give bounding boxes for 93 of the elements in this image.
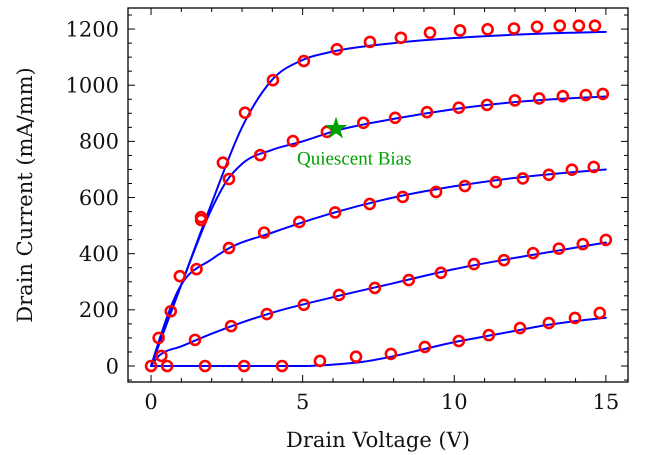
point: [222, 242, 236, 254]
point: [254, 148, 266, 162]
point: [238, 106, 252, 120]
point: [452, 101, 466, 114]
point: [332, 288, 346, 302]
point: [490, 176, 502, 188]
point: [588, 19, 602, 32]
point: [452, 334, 466, 348]
point: [164, 304, 178, 318]
point: [480, 98, 494, 112]
point: [286, 134, 300, 148]
point: [222, 172, 236, 186]
point: [566, 163, 578, 176]
point: [188, 334, 202, 346]
point: [224, 320, 238, 332]
y-tick-label: 1000: [66, 74, 119, 98]
y-tick-label: 200: [78, 298, 119, 322]
point: [152, 332, 165, 344]
point: [508, 94, 522, 107]
y-axis-title: Drain Current (mA/mm): [13, 67, 37, 323]
point: [388, 111, 402, 124]
point: [364, 36, 376, 48]
point: [552, 242, 566, 255]
point: [498, 254, 510, 266]
point: [594, 306, 606, 320]
point: [324, 116, 348, 138]
point: [320, 126, 334, 138]
point: [526, 246, 540, 260]
point: [434, 266, 448, 280]
point: [160, 360, 174, 372]
point: [481, 23, 494, 36]
point: [190, 262, 203, 276]
point: [508, 22, 520, 35]
point: [266, 74, 280, 86]
y-tick-label: 800: [78, 130, 119, 154]
point: [458, 180, 472, 192]
point: [194, 210, 208, 224]
point: [314, 354, 326, 368]
point: [468, 258, 480, 270]
point: [530, 20, 544, 34]
point: [424, 26, 436, 40]
point: [482, 328, 496, 342]
point: [542, 168, 556, 182]
point: [418, 340, 432, 354]
point: [216, 156, 230, 170]
point: [600, 234, 612, 246]
point: [430, 186, 442, 198]
point: [514, 322, 526, 334]
point: [572, 19, 586, 32]
point: [516, 172, 530, 185]
point: [258, 226, 270, 239]
point: [144, 360, 158, 372]
point: [580, 88, 592, 102]
y-tick-label: 0: [106, 354, 119, 378]
x-tick-label: 5: [296, 390, 310, 414]
point: [328, 206, 342, 219]
point: [532, 92, 546, 105]
point: [174, 270, 186, 282]
point: [276, 360, 288, 372]
point: [396, 190, 410, 204]
x-tick-label: 15: [592, 390, 620, 414]
series-label: Quiescent Bias: [297, 148, 412, 170]
point: [198, 360, 212, 372]
point: [368, 282, 382, 294]
point: [155, 350, 168, 362]
point: [587, 160, 600, 174]
x-axis-title: Drain Voltage (V): [286, 428, 470, 452]
x-tick-label: 0: [144, 390, 158, 414]
point: [238, 360, 250, 372]
point: [402, 274, 416, 286]
point: [556, 90, 570, 102]
point: [553, 19, 566, 32]
point: [596, 88, 610, 100]
point: [384, 348, 398, 360]
point: [356, 116, 370, 130]
point: [298, 298, 310, 312]
point: [394, 31, 408, 44]
point: [576, 238, 590, 250]
y-tick-label: 400: [78, 242, 119, 266]
point: [260, 308, 274, 320]
point: [298, 54, 310, 68]
point: [350, 350, 362, 364]
point: [454, 24, 466, 37]
x-tick-label: 10: [440, 390, 468, 414]
point: [293, 216, 306, 228]
point: [568, 312, 582, 324]
point: [542, 316, 556, 330]
point: [363, 198, 376, 210]
y-tick-label: 1200: [66, 17, 119, 42]
point: [330, 42, 344, 56]
point: [420, 106, 434, 118]
point: [194, 214, 208, 226]
y-tick-label: 600: [78, 186, 119, 210]
